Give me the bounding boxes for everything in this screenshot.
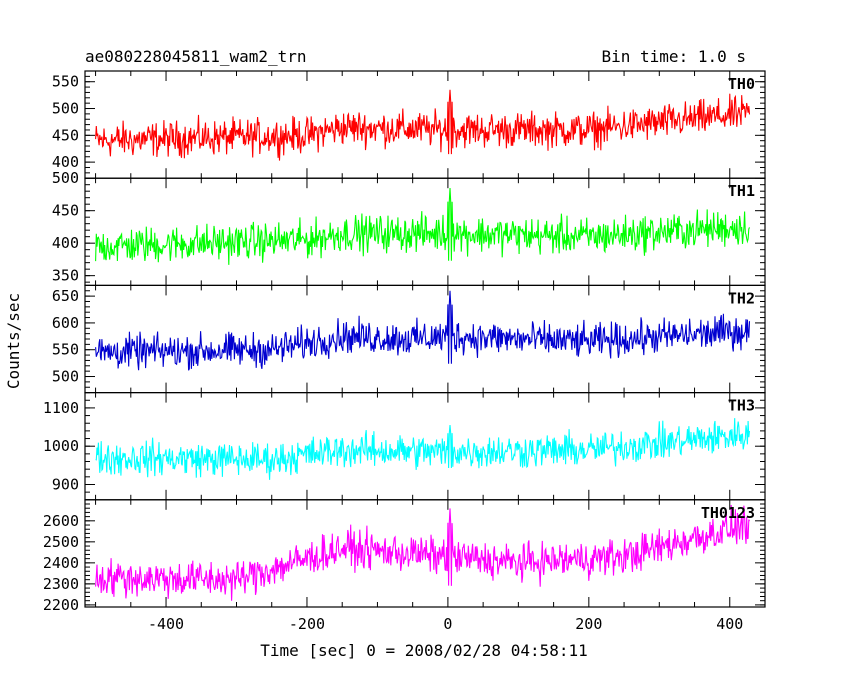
y-axis-label: Counts/sec	[4, 293, 23, 389]
series-line-th1	[95, 187, 751, 265]
y-tick-label: 500	[52, 100, 79, 118]
series-label-th1: TH1	[728, 182, 755, 200]
y-tick-label: 450	[52, 126, 79, 144]
y-tick-label: 600	[52, 314, 79, 332]
series-line-th2	[95, 290, 751, 371]
y-tick-label: 1100	[43, 399, 79, 417]
y-tick-label: 2600	[43, 512, 79, 530]
y-tick-label: 550	[52, 73, 79, 91]
x-axis-label: Time [sec] 0 = 2008/02/28 04:58:11	[260, 641, 588, 660]
y-tick-label: 2300	[43, 575, 79, 593]
bin-time-label: Bin time: 1.0 s	[602, 47, 747, 66]
y-tick-label: 400	[52, 153, 79, 171]
y-tick-label: 550	[52, 341, 79, 359]
series-label-th0123: TH0123	[701, 504, 755, 522]
y-tick-label: 2400	[43, 554, 79, 572]
y-tick-label: 2500	[43, 533, 79, 551]
panel-th1: 350 400 450 500 TH1	[52, 169, 766, 286]
y-tick-label: 650	[52, 287, 79, 305]
x-tick-label: 0	[443, 615, 452, 633]
series-line-th0123	[95, 504, 751, 601]
y-tick-label: 450	[52, 202, 79, 220]
y-tick-label: 500	[52, 368, 79, 386]
y-tick-label: 400	[52, 234, 79, 252]
y-tick-label: 900	[52, 475, 79, 493]
panel-th2: 500 550 600 650 TH2	[52, 284, 766, 394]
x-tick-label: 200	[575, 615, 602, 633]
series-line-th0	[95, 89, 751, 161]
x-tick-label: -400	[148, 615, 184, 633]
chart-title: ae080228045811_wam2_trn	[85, 47, 307, 66]
y-tick-label: 2200	[43, 596, 79, 614]
panel-th0123: 2200 2300 2400 2500 2600 TH0123	[43, 499, 766, 614]
y-tick-label: 500	[52, 169, 79, 187]
panel-frame	[84, 499, 766, 608]
series-label-th3: TH3	[728, 397, 755, 415]
series-line-th3	[95, 418, 751, 480]
series-label-th2: TH2	[728, 289, 755, 307]
x-tick-label: 400	[716, 615, 743, 633]
panel-th0: 400 450 500 550 TH0	[52, 70, 766, 179]
series-label-th0: TH0	[728, 75, 755, 93]
x-tick-label: -200	[289, 615, 325, 633]
y-tick-label: 350	[52, 267, 79, 285]
y-tick-label: 1000	[43, 437, 79, 455]
panel-th3: 900 1000 1100 TH3	[43, 392, 766, 501]
panels-group: 400 450 500 550 TH0 350 400 450 500 TH1 500 550 600 6…	[43, 70, 766, 633]
